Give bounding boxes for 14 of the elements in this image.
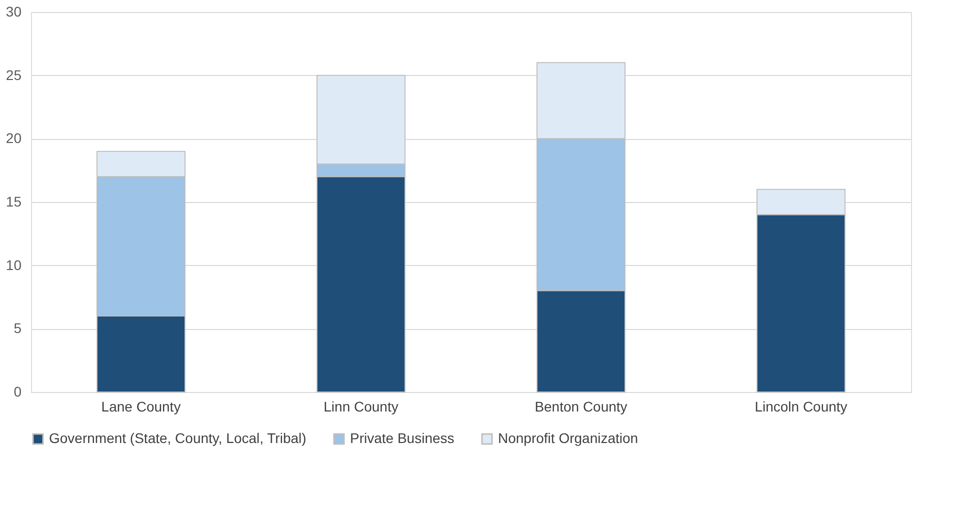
- y-tick-label: 0: [14, 384, 22, 400]
- x-tick-label: Lincoln County: [754, 398, 848, 414]
- legend-label: Private Business: [350, 430, 454, 446]
- y-tick-label: 30: [6, 4, 22, 20]
- y-tick-label: 15: [6, 194, 22, 210]
- legend-label: Nonprofit Organization: [498, 430, 638, 446]
- y-tick-label: 5: [14, 320, 22, 336]
- y-tick-label: 20: [6, 130, 22, 146]
- legend-label: Government (State, County, Local, Tribal): [49, 430, 306, 446]
- x-tick-label: Linn County: [324, 398, 398, 414]
- x-tick-label: Benton County: [534, 398, 628, 414]
- x-tick-label: Lane County: [101, 398, 181, 414]
- y-tick-label: 25: [6, 66, 22, 83]
- y-tick-label: 10: [6, 256, 22, 273]
